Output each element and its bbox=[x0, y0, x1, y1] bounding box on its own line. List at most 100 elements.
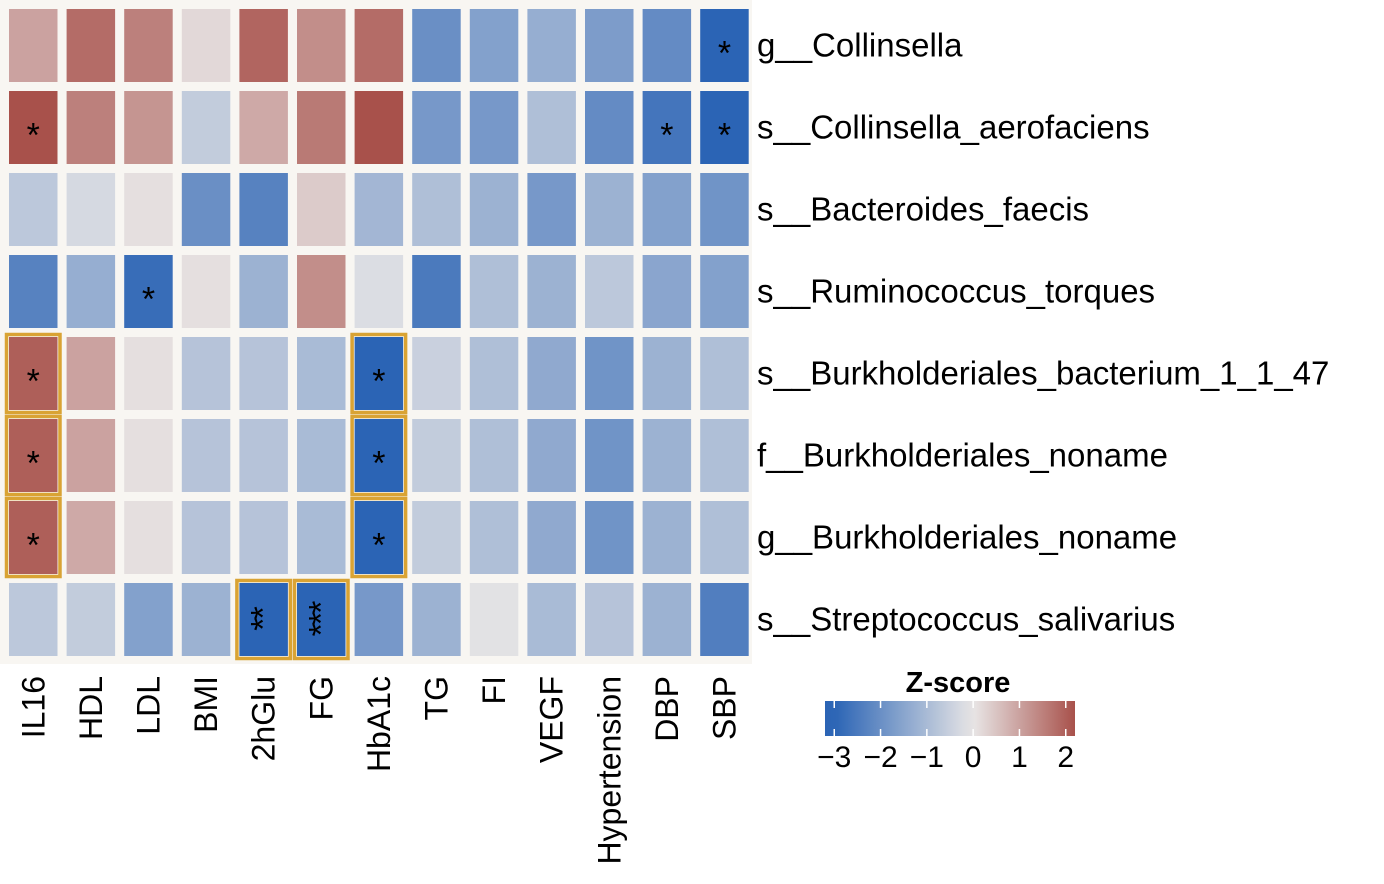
row-labels: g__Collinsella s__Collinsella_aerofaciens… bbox=[757, 27, 1329, 638]
heatmap-cell bbox=[297, 501, 346, 574]
heatmap-cell bbox=[181, 419, 231, 492]
significance-star: * bbox=[372, 363, 385, 401]
heatmap-cell bbox=[124, 337, 173, 410]
heatmap-cell bbox=[354, 173, 404, 246]
heatmap-cell bbox=[66, 419, 116, 492]
heatmap-cell bbox=[239, 337, 288, 410]
heatmap-cell bbox=[9, 501, 58, 574]
column-labels: IL16 HDL LDL BMI 2hGlu FG HbA1c TG FI VEGF Hyperte… bbox=[15, 676, 742, 865]
heatmap-cell bbox=[181, 337, 231, 410]
heatmap-cell bbox=[9, 255, 58, 328]
heatmap-cell bbox=[9, 91, 58, 164]
heatmap-cell bbox=[239, 501, 288, 574]
heatmap-cell bbox=[527, 337, 576, 410]
legend-tick-label: 1 bbox=[1011, 741, 1028, 774]
heatmap-cell bbox=[585, 419, 634, 492]
heatmap-cell bbox=[412, 337, 461, 410]
heatmap-cell bbox=[469, 337, 519, 410]
heatmap-cell bbox=[585, 583, 634, 656]
column-label: TG bbox=[418, 676, 454, 720]
column-label: BMI bbox=[188, 676, 224, 733]
column-label: HDL bbox=[73, 676, 109, 740]
heatmap-cell bbox=[124, 501, 173, 574]
heatmap-cell bbox=[9, 583, 58, 656]
column-label: DBP bbox=[649, 676, 685, 742]
legend-tick-label: −2 bbox=[863, 741, 897, 774]
heatmap-cell bbox=[527, 583, 576, 656]
highlight-border bbox=[235, 578, 293, 661]
column-label: HbA1c bbox=[361, 676, 397, 772]
heatmap-cell bbox=[66, 255, 116, 328]
column-label: LDL bbox=[130, 676, 166, 735]
heatmap-cell bbox=[181, 9, 231, 82]
heatmap-cell bbox=[66, 173, 116, 246]
heatmap-cell bbox=[700, 91, 749, 164]
heatmap-cell bbox=[700, 9, 749, 82]
significance-star: ** bbox=[245, 607, 283, 631]
row-label: f__Burkholderiales_noname bbox=[757, 437, 1168, 474]
row-label: g__Collinsella bbox=[757, 27, 963, 64]
heatmap-cell bbox=[642, 501, 692, 574]
significance-star: * bbox=[372, 445, 385, 483]
heatmap-cell bbox=[642, 337, 692, 410]
heatmap-cell bbox=[66, 583, 116, 656]
highlight-border bbox=[292, 578, 350, 661]
heatmap-cell bbox=[181, 173, 231, 246]
significance-star: * bbox=[27, 117, 40, 155]
heatmap-cell bbox=[642, 255, 692, 328]
heatmap-cell bbox=[354, 255, 404, 328]
heatmap-cell bbox=[239, 583, 288, 656]
legend-tick-label: −3 bbox=[817, 741, 851, 774]
heatmap-cell bbox=[585, 9, 634, 82]
heatmap-cell bbox=[585, 337, 634, 410]
heatmap-cell bbox=[297, 337, 346, 410]
heatmap-cell bbox=[124, 91, 173, 164]
column-label: VEGF bbox=[534, 676, 570, 763]
heatmap-cell bbox=[527, 255, 576, 328]
heatmap-cell bbox=[9, 337, 58, 410]
heatmap-cell bbox=[297, 9, 346, 82]
highlight-border bbox=[350, 496, 408, 579]
row-label: s__Streptococcus_salivarius bbox=[757, 601, 1175, 638]
heatmap-cell bbox=[700, 173, 749, 246]
column-label: FG bbox=[303, 676, 339, 720]
column-label: IL16 bbox=[15, 676, 51, 738]
heatmap-cell bbox=[642, 583, 692, 656]
heatmap-cell bbox=[585, 91, 634, 164]
heatmap-cell bbox=[469, 501, 519, 574]
row-label: s__Bacteroides_faecis bbox=[757, 191, 1089, 228]
significance-star: * bbox=[372, 527, 385, 565]
heatmap-cell bbox=[642, 173, 692, 246]
heatmap-cell bbox=[239, 91, 288, 164]
significance-markers: ** * *** ** ** *** *** bbox=[27, 35, 731, 637]
heatmap-cell bbox=[527, 173, 576, 246]
heatmap-cell bbox=[642, 419, 692, 492]
legend-tick-label: 0 bbox=[965, 741, 982, 774]
heatmap-cell bbox=[124, 255, 173, 328]
highlight-borders bbox=[4, 332, 408, 661]
heatmap-cell bbox=[642, 9, 692, 82]
column-label: 2hGlu bbox=[246, 676, 282, 761]
heatmap-cell bbox=[527, 9, 576, 82]
heatmap-cell bbox=[412, 583, 461, 656]
heatmap-cell bbox=[239, 419, 288, 492]
highlight-border bbox=[350, 332, 408, 415]
column-label: FI bbox=[476, 676, 512, 704]
heatmap-cell bbox=[354, 337, 404, 410]
significance-star: * bbox=[27, 527, 40, 565]
heatmap-cell bbox=[124, 173, 173, 246]
heatmap-cell bbox=[124, 583, 173, 656]
heatmap-cell bbox=[469, 583, 519, 656]
legend-colorbar bbox=[825, 701, 1075, 736]
highlight-border bbox=[4, 414, 62, 497]
heatmap-cell bbox=[354, 9, 404, 82]
heatmap-cell bbox=[469, 173, 519, 246]
significance-star: *** bbox=[302, 601, 340, 636]
legend-ticks: −3 −2 −1 0 1 2 bbox=[817, 701, 1074, 774]
heatmap-cell bbox=[585, 255, 634, 328]
heatmap-cell bbox=[469, 9, 519, 82]
row-label: s__Collinsella_aerofaciens bbox=[757, 109, 1150, 146]
row-label: g__Burkholderiales_noname bbox=[757, 519, 1177, 556]
highlight-border bbox=[4, 496, 62, 579]
